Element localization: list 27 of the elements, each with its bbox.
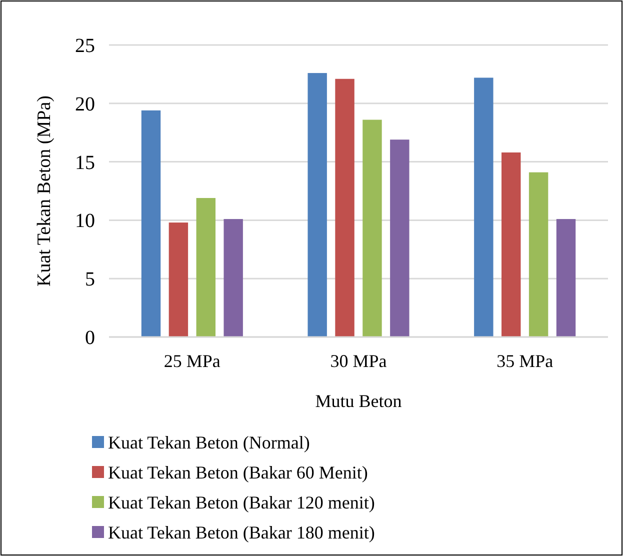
legend-label: Kuat Tekan Beton (Normal) xyxy=(108,432,310,452)
bar xyxy=(224,219,243,337)
x-tick-label: 25 MPa xyxy=(164,351,220,371)
bar xyxy=(390,140,410,337)
x-axis-title: Mutu Beton xyxy=(315,391,402,411)
x-tick-label: 30 MPa xyxy=(330,351,387,371)
legend-label: Kuat Tekan Beton (Bakar 60 Menit) xyxy=(108,462,368,482)
bar xyxy=(556,219,576,337)
bar xyxy=(335,78,354,337)
bar xyxy=(474,78,494,337)
bar xyxy=(362,120,382,337)
legend-label: Kuat Tekan Beton (Bakar 180 menit) xyxy=(108,522,375,542)
bar xyxy=(528,172,548,337)
y-tick-label: 15 xyxy=(75,152,95,174)
bar xyxy=(168,222,188,337)
y-tick-label: 10 xyxy=(75,210,95,232)
y-tick-label: 20 xyxy=(75,93,95,116)
bar xyxy=(196,198,216,337)
bar xyxy=(502,152,521,337)
bar xyxy=(308,73,327,337)
y-tick-label: 25 xyxy=(75,35,95,57)
y-tick-label: 5 xyxy=(85,268,95,291)
y-tick-label: 0 xyxy=(85,327,95,349)
x-tick-label: 35 MPa xyxy=(496,351,554,371)
legend-label: Kuat Tekan Beton (Bakar 120 menit) xyxy=(108,492,375,512)
y-axis-title: Kuat Tekan Beton (MPa) xyxy=(34,96,55,286)
bar xyxy=(141,110,161,337)
